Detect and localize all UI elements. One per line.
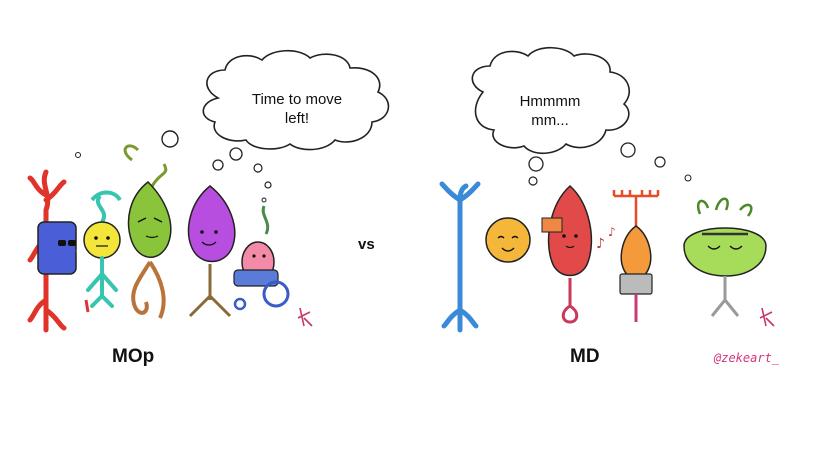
yellow-interneuron (83, 190, 122, 308)
green-meditating-neuron (683, 197, 767, 317)
mop-caption: MOp (112, 346, 155, 367)
purple-neuron (187, 185, 236, 318)
orange-neuron (485, 217, 531, 263)
right-thought-bubble (471, 46, 692, 186)
artist-credit: @zekeart_ (714, 351, 780, 365)
vs-label: vs (358, 236, 375, 253)
blue-neuron-with-sunglasses (37, 221, 90, 313)
artist-signature-right (759, 307, 775, 327)
orange-neuron-with-laptop (612, 190, 660, 322)
left-thought-text: Time to move left! (251, 91, 343, 127)
red-neuron-with-flag: ♪ ♪ (541, 184, 616, 324)
svg-text:♪: ♪ (608, 225, 616, 239)
svg-text:♪: ♪ (596, 236, 605, 252)
pink-neuron-in-wheelchair (233, 205, 290, 311)
right-thought-text: Hmmmm mm... (519, 93, 581, 129)
md-caption: MD (570, 346, 600, 367)
green-pyramidal-neuron (123, 144, 172, 319)
artist-signature-left (297, 307, 313, 327)
blue-pyramidal-neuron (439, 181, 481, 333)
left-thought-bubble (75, 49, 390, 203)
